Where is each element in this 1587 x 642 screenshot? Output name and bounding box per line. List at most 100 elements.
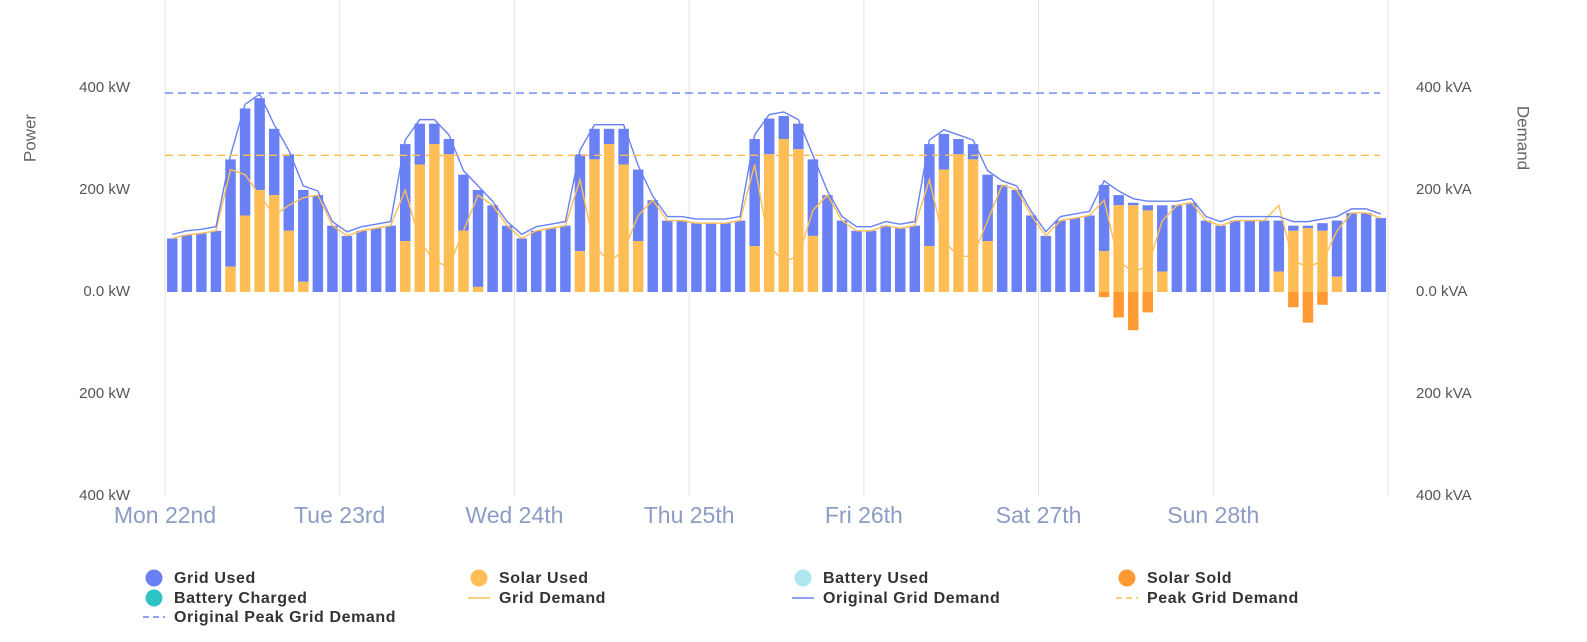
bar	[924, 246, 935, 292]
bar	[545, 228, 557, 292]
bar	[632, 169, 644, 241]
y2-tick-label: 400 kVA	[1416, 487, 1472, 504]
legend-item: Original Peak Grid Demand	[143, 609, 396, 626]
y-tick-label: 200 kW	[79, 385, 131, 402]
bar	[1142, 210, 1154, 292]
bar	[385, 225, 396, 292]
bar	[1302, 228, 1314, 292]
legend-label: Original Peak Grid Demand	[174, 609, 396, 626]
bar	[443, 139, 455, 155]
bar	[1127, 292, 1139, 331]
bar	[836, 220, 848, 292]
bar	[793, 149, 804, 292]
bar	[749, 246, 760, 292]
legend-marker	[794, 569, 812, 587]
bar	[167, 238, 178, 292]
bar	[399, 144, 411, 241]
legend: Grid Used Solar Used Battery Used Solar Sol…	[143, 569, 1298, 626]
bar	[1302, 292, 1314, 323]
bar	[603, 128, 615, 145]
y-tick-label: 200 kW	[79, 181, 131, 198]
legend-item: Grid Demand	[468, 590, 606, 607]
line	[172, 164, 1381, 273]
bar	[472, 190, 484, 287]
bar-series	[167, 98, 1386, 292]
legend-marker	[145, 589, 163, 607]
bar	[691, 223, 702, 292]
bar	[1317, 223, 1328, 231]
legend-item: Battery Used	[794, 569, 929, 587]
y2-axis-title: Demand	[1514, 106, 1533, 170]
bar	[254, 190, 265, 292]
bar	[239, 108, 251, 216]
bar	[778, 116, 790, 139]
bar	[996, 184, 1008, 292]
bar	[982, 241, 993, 292]
legend-label: Grid Demand	[499, 590, 606, 607]
bar	[574, 251, 586, 292]
bar	[487, 205, 498, 292]
bar	[880, 225, 891, 292]
y-axis-title: Power	[20, 114, 39, 163]
bar	[924, 144, 935, 247]
bar	[1142, 205, 1154, 211]
bar	[443, 154, 455, 292]
bar	[938, 133, 950, 170]
legend-label: Solar Sold	[1147, 570, 1232, 587]
bar	[1084, 215, 1095, 292]
bar	[1259, 220, 1270, 292]
bar	[1113, 195, 1124, 206]
bar	[472, 286, 484, 292]
bar	[1200, 220, 1212, 292]
bar	[953, 139, 964, 155]
legend-item: Solar Sold	[1118, 569, 1232, 587]
bar	[967, 144, 979, 160]
bar	[1186, 202, 1197, 292]
legend-label: Battery Used	[823, 570, 929, 587]
bar	[1040, 235, 1052, 292]
y2-tick-label: 200 kVA	[1416, 181, 1472, 198]
bar	[327, 225, 338, 292]
bar	[560, 225, 571, 292]
bar	[1317, 292, 1328, 305]
bar	[618, 128, 629, 165]
bar	[298, 190, 309, 282]
bar	[647, 200, 658, 292]
bar	[225, 266, 236, 292]
bar	[1273, 271, 1285, 292]
bar	[429, 144, 440, 292]
bar	[763, 154, 775, 292]
bar	[807, 235, 819, 292]
bar	[1288, 225, 1299, 231]
bar	[632, 241, 644, 292]
legend-item: Battery Charged	[145, 589, 307, 607]
bar	[399, 241, 411, 292]
bar	[298, 281, 309, 292]
bar	[1098, 251, 1110, 292]
bar	[618, 164, 629, 292]
bar	[1273, 220, 1285, 272]
legend-label: Grid Used	[174, 570, 256, 587]
bar	[516, 238, 527, 292]
bar	[1069, 218, 1081, 292]
bar	[1229, 220, 1241, 292]
bar	[734, 220, 746, 292]
legend-marker	[1118, 569, 1136, 587]
y2-tick-label: 400 kVA	[1416, 79, 1472, 96]
x-tick-label: Sun 28th	[1167, 502, 1259, 528]
bar	[778, 139, 790, 292]
bar	[458, 174, 469, 231]
legend-marker	[470, 569, 488, 587]
bar	[312, 195, 324, 292]
x-tick-label: Mon 22nd	[114, 502, 216, 528]
legend-marker	[145, 569, 163, 587]
bar	[1127, 205, 1139, 292]
grid	[164, 0, 1389, 496]
bar	[938, 169, 950, 292]
bar	[268, 195, 280, 292]
bar	[895, 228, 906, 292]
bar	[341, 235, 353, 292]
bar	[589, 128, 600, 160]
legend-label: Solar Used	[499, 570, 589, 587]
bar	[705, 223, 717, 292]
